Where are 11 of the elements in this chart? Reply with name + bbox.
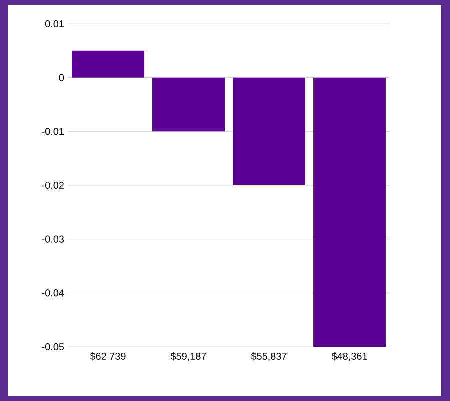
x-tick-label: $59,187: [170, 352, 206, 362]
y-tick-label: -0.04: [42, 290, 64, 297]
x-tick-label: $62 739: [90, 352, 126, 361]
y-tick-label: -0.05: [42, 343, 64, 351]
y-tick-label: 0.01: [45, 20, 64, 28]
y-tick-label: -0.02: [42, 182, 64, 190]
y-tick-label: -0.03: [42, 236, 64, 243]
y-tick-label: 0: [59, 74, 64, 82]
x-tick-label: $55,837: [251, 352, 287, 362]
y-tick-label: -0.01: [42, 128, 64, 136]
x-tick-label: $48,361: [332, 352, 368, 362]
